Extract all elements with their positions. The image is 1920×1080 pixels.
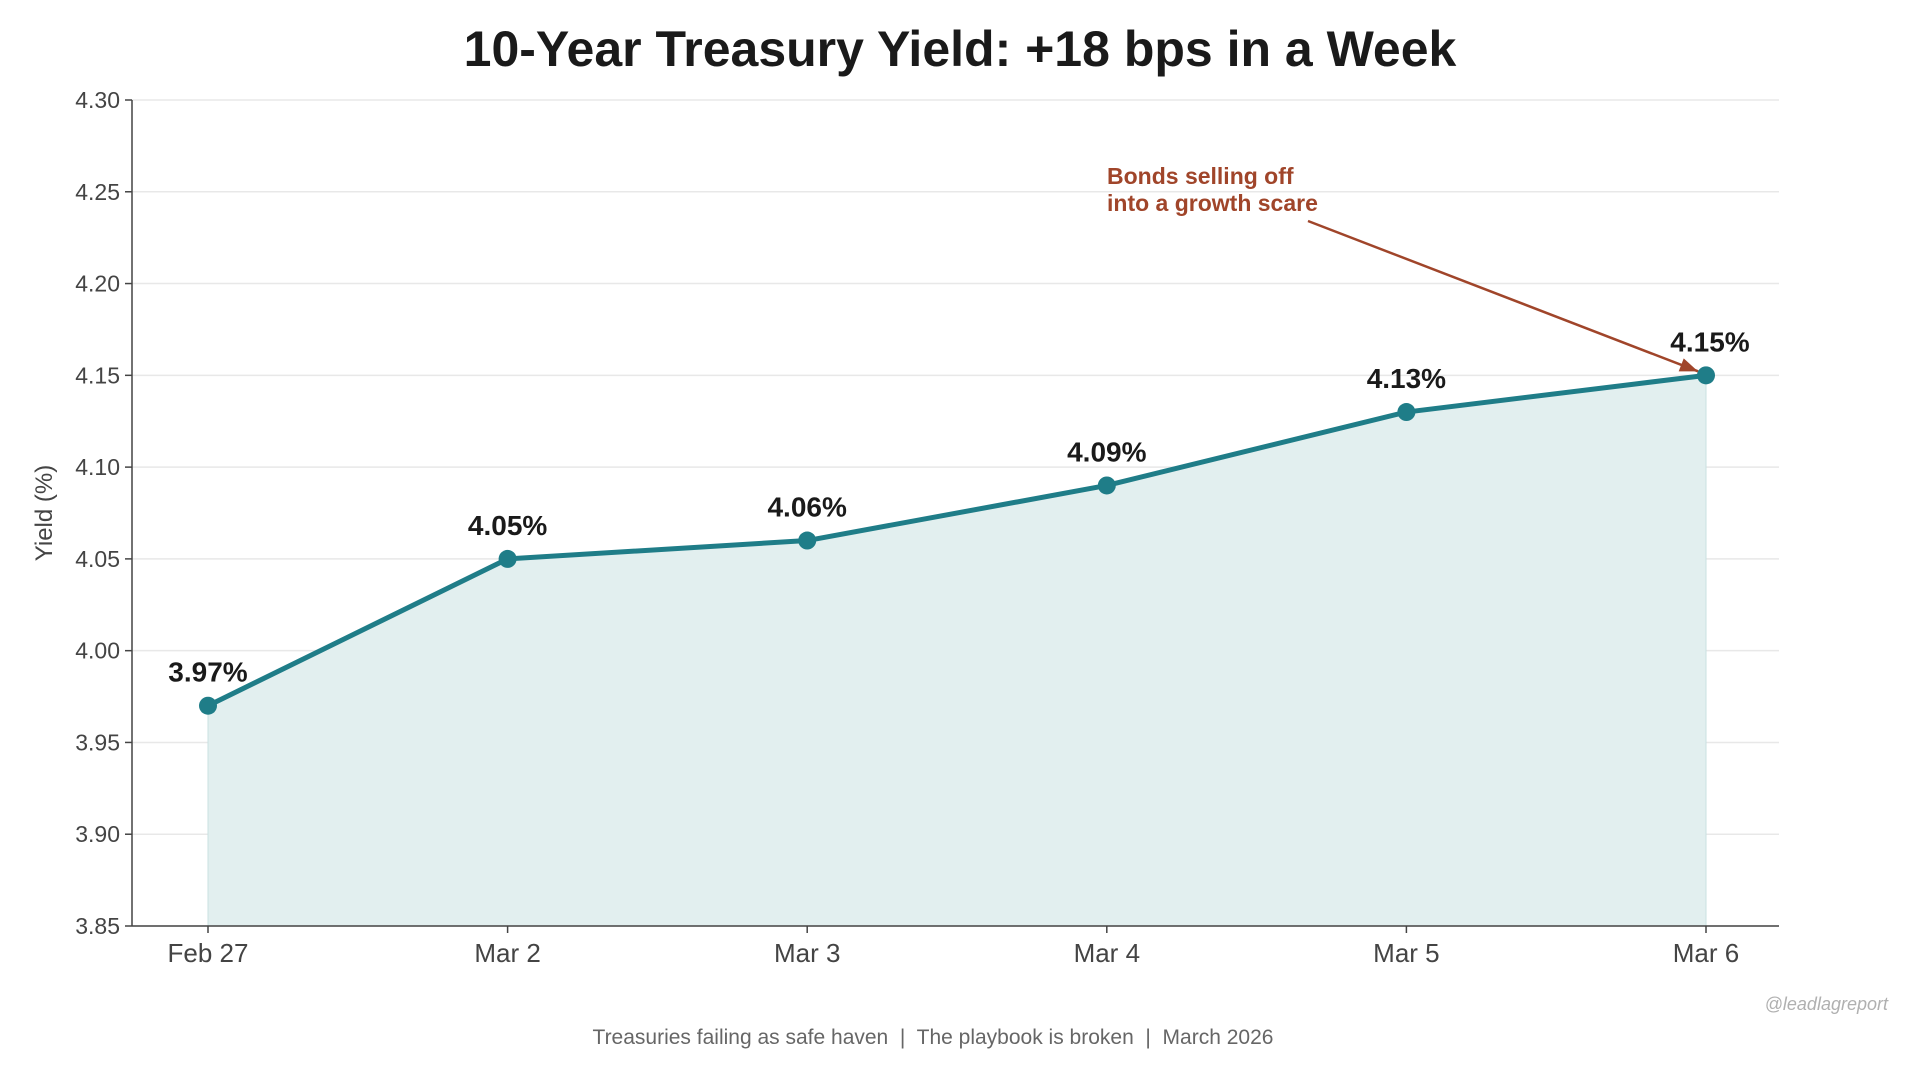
y-tick-label: 4.05: [75, 546, 120, 572]
y-tick-label: 3.85: [75, 913, 120, 939]
data-point: [199, 696, 217, 715]
y-axis-label: Yield (%): [31, 465, 58, 561]
series-line: [206, 372, 1707, 708]
annotation-arrow: [1307, 219, 1699, 373]
area-fill: [207, 374, 1707, 927]
y-tick-label: 4.30: [75, 87, 120, 113]
data-label: 3.97%: [168, 657, 247, 688]
data-label: 4.15%: [1670, 326, 1749, 357]
data-point: [1097, 476, 1116, 495]
x-tick-label: Mar 6: [1673, 938, 1739, 968]
x-tick-label: Mar 4: [1074, 938, 1140, 968]
annotation-line-1: Bonds selling off: [1107, 163, 1294, 189]
annotation-line-2: into a growth scare: [1107, 190, 1318, 216]
y-tick-label: 3.95: [75, 729, 120, 755]
data-labels: 3.97% 4.05% 4.06% 4.09% 4.13% 4.15%: [168, 326, 1749, 687]
x-tick-label: Mar 5: [1373, 938, 1439, 968]
data-point: [498, 549, 517, 568]
data-label: 4.09%: [1067, 436, 1146, 467]
data-point: [798, 531, 817, 550]
data-label: 4.05%: [468, 510, 547, 541]
footer-caption: Treasuries failing as safe haven | The p…: [593, 1026, 1274, 1049]
y-tick-label: 4.15: [75, 362, 120, 388]
y-tick-label: 4.10: [75, 454, 120, 480]
y-tick-label: 4.00: [75, 638, 120, 664]
chart-title: 10-Year Treasury Yield: +18 bps in a Wee…: [464, 21, 1457, 77]
x-tick-label: Mar 2: [474, 938, 540, 968]
y-tick-label: 3.90: [75, 821, 120, 847]
x-tick-label: Feb 27: [168, 938, 249, 968]
data-label: 4.13%: [1367, 363, 1446, 394]
data-point: [1697, 366, 1715, 385]
y-tick-label: 4.25: [75, 179, 120, 205]
data-label: 4.06%: [767, 492, 846, 523]
data-points: [199, 366, 1715, 715]
y-tick-label: 4.20: [75, 271, 120, 297]
annotation-arrowhead: [1678, 358, 1698, 372]
watermark: @leadlagreport: [1765, 994, 1889, 1014]
x-tick-label: Mar 3: [774, 938, 840, 968]
axes: 3.85 3.90 3.95 4.00 4.05 4.10 4.15 4.20 4.25 4.30…: [75, 87, 1779, 968]
data-point: [1397, 403, 1416, 422]
annotation: Bonds selling off into a growth scare: [1107, 163, 1699, 373]
